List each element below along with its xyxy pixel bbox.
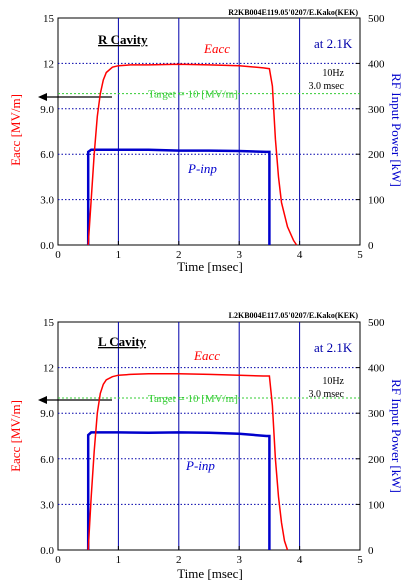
y-tick-label-right: 200 — [368, 454, 385, 466]
pinp-line — [86, 431, 271, 550]
y-tick-label-right: 200 — [368, 149, 385, 161]
x-tick-label: 0 — [55, 554, 61, 566]
x-tick-label: 1 — [116, 249, 122, 261]
target-label: Target = 10 [MV/m] — [148, 393, 238, 405]
id-label: R2KB004E119.05'0207/E.Kako(KEK) — [228, 8, 358, 17]
y-tick-label-right: 400 — [368, 58, 385, 70]
pulse-rate-label: 10Hz — [322, 68, 344, 79]
x-tick-label: 3 — [236, 554, 242, 566]
cavity-label: L Cavity — [98, 334, 147, 349]
y-axis-right-title: RF Input Power [kW] — [389, 379, 404, 493]
x-tick-label: 4 — [297, 554, 303, 566]
y-tick-label-right: 400 — [368, 363, 385, 375]
temperature-label: at 2.1K — [314, 340, 353, 355]
eacc-line — [87, 372, 289, 551]
cavity-label: R Cavity — [98, 32, 148, 47]
y-tick-label-right: 500 — [368, 317, 385, 329]
pinp-line — [86, 148, 271, 245]
y-axis-left-title: Eacc [MV/m] — [8, 400, 23, 472]
y-tick-label-right: 100 — [368, 195, 385, 207]
target-arrow-head — [38, 93, 47, 101]
x-tick-label: 3 — [236, 249, 242, 261]
x-tick-label: 2 — [176, 249, 182, 261]
y-tick-label-left: 12 — [43, 363, 54, 375]
y-tick-label-right: 100 — [368, 499, 385, 511]
y-tick-label-left: 0.0 — [40, 240, 54, 252]
y-tick-label-right: 500 — [368, 13, 385, 25]
x-tick-label: 1 — [116, 554, 122, 566]
y-axis-right-title: RF Input Power [kW] — [389, 73, 404, 187]
x-tick-label: 2 — [176, 554, 182, 566]
y-tick-label-left: 12 — [43, 58, 54, 70]
y-tick-label-right: 0 — [368, 240, 374, 252]
plot-frame — [57, 17, 361, 246]
plot-frame — [57, 321, 361, 551]
y-tick-label-right: 0 — [368, 545, 374, 557]
y-tick-label-left: 3.0 — [40, 195, 54, 207]
pulse-width-label: 3.0 msec — [308, 81, 344, 92]
y-tick-label-right: 300 — [368, 104, 385, 116]
temperature-label: at 2.1K — [314, 36, 353, 51]
y-tick-label-left: 15 — [43, 317, 55, 329]
pulse-width-label: 3.0 msec — [308, 389, 344, 400]
pinp-series-label: P-inp — [185, 458, 215, 473]
x-tick-label: 4 — [297, 249, 303, 261]
y-tick-label-left: 15 — [43, 13, 55, 25]
eacc-line — [87, 63, 298, 246]
y-tick-label-left: 3.0 — [40, 499, 54, 511]
eacc-series-label: Eacc — [203, 41, 230, 56]
y-tick-label-left: 9.0 — [40, 104, 54, 116]
x-axis-title: Time [msec] — [177, 566, 243, 581]
y-tick-label-right: 300 — [368, 408, 385, 420]
grid — [58, 18, 360, 245]
y-tick-label-left: 6.0 — [40, 149, 54, 161]
x-tick-label: 5 — [357, 249, 363, 261]
y-tick-label-left: 9.0 — [40, 408, 54, 420]
grid — [58, 322, 360, 550]
y-tick-label-left: 0.0 — [40, 545, 54, 557]
target-label: Target = 10 [MV/m] — [148, 89, 238, 101]
pulse-rate-label: 10Hz — [322, 376, 344, 387]
id-label: L2KB004E117.05'0207/E.Kako(KEK) — [229, 311, 359, 320]
x-tick-label: 0 — [55, 249, 61, 261]
x-tick-label: 5 — [357, 554, 363, 566]
target-arrow-head — [38, 396, 47, 404]
y-axis-left-title: Eacc [MV/m] — [8, 94, 23, 166]
y-tick-label-left: 6.0 — [40, 454, 54, 466]
eacc-series-label: Eacc — [193, 348, 220, 363]
pinp-series-label: P-inp — [187, 161, 217, 176]
x-axis-title: Time [msec] — [177, 259, 243, 274]
